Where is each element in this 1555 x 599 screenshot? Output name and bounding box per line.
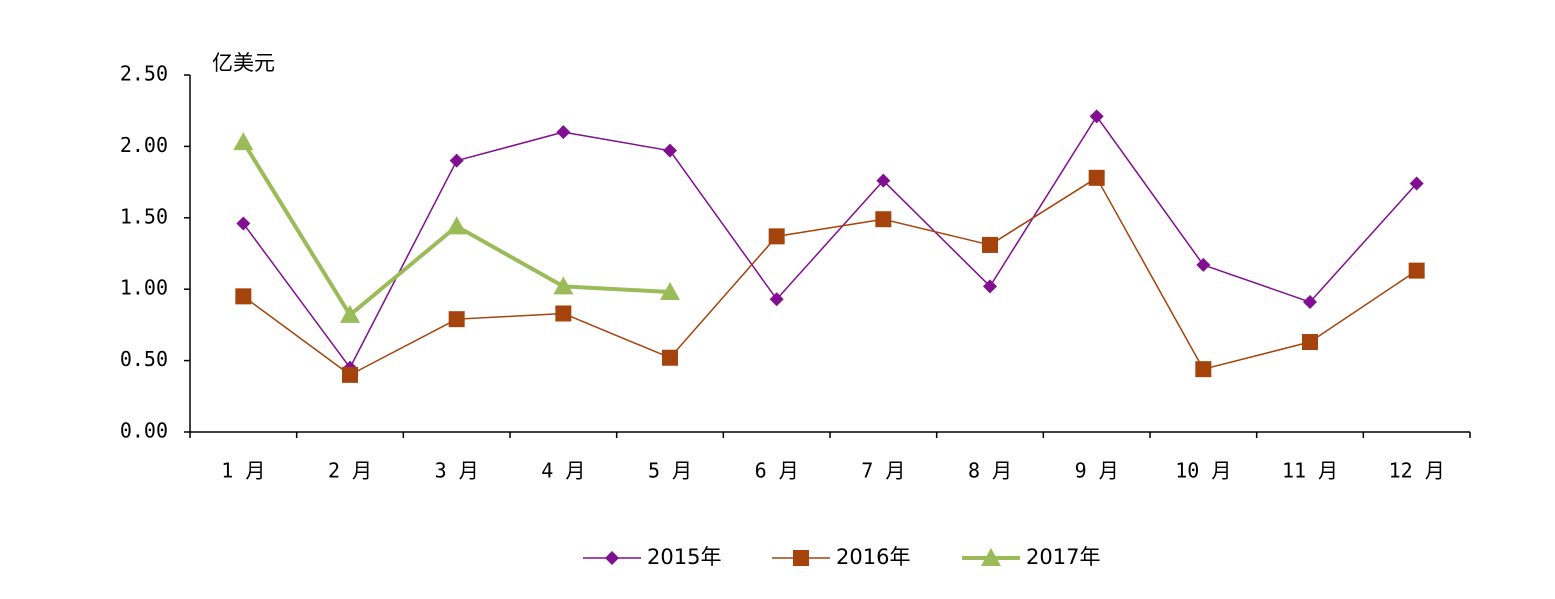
point-marker: [235, 288, 252, 305]
point-marker: [449, 153, 464, 168]
y-axis-unit: 亿美元: [212, 51, 275, 75]
y-tick-label: 0.00: [120, 419, 168, 443]
x-tick-label: 12 月: [1389, 459, 1445, 483]
point-marker: [555, 305, 572, 322]
point-marker: [1089, 109, 1104, 124]
legend-marker: [605, 551, 619, 565]
y-tick-label: 1.50: [120, 204, 168, 228]
point-marker: [553, 276, 574, 295]
point-marker: [662, 349, 678, 366]
x-tick-label: 5 月: [648, 459, 692, 483]
y-tick-label: 2.50: [120, 62, 168, 86]
y-tick-label: 2.00: [120, 133, 168, 157]
x-tick-label: 10 月: [1175, 459, 1231, 483]
point-marker: [342, 366, 358, 383]
point-marker: [768, 228, 785, 245]
legend-label: 2017年: [1026, 545, 1100, 569]
x-tick-label: 8 月: [968, 459, 1012, 483]
point-marker: [1196, 257, 1211, 272]
point-marker: [446, 216, 467, 235]
series-line: [242, 177, 1418, 376]
point-marker: [448, 311, 465, 328]
x-tick-label: 11 月: [1282, 459, 1338, 483]
point-marker: [1088, 169, 1105, 186]
point-marker: [1195, 361, 1212, 378]
point-marker: [1408, 262, 1425, 279]
x-tick-label: 6 月: [755, 459, 799, 483]
x-tick-label: 1 月: [221, 459, 265, 483]
point-marker: [769, 292, 784, 307]
point-marker: [876, 173, 891, 188]
x-tick-label: 3 月: [435, 459, 479, 483]
x-tick-label: 7 月: [861, 459, 905, 483]
legend-label: 2016年: [836, 545, 910, 569]
legend-label: 2015年: [647, 545, 721, 569]
legend-marker: [793, 550, 809, 566]
y-tick-label: 1.00: [120, 276, 168, 300]
point-marker: [340, 304, 360, 323]
point-marker: [1409, 176, 1424, 191]
y-tick-label: 0.50: [120, 347, 168, 371]
point-marker: [660, 282, 680, 301]
x-tick-label: 2 月: [328, 459, 372, 483]
point-marker: [233, 132, 254, 151]
x-tick-label: 9 月: [1075, 459, 1119, 483]
point-marker: [556, 125, 571, 140]
point-marker: [875, 211, 892, 228]
point-marker: [982, 236, 998, 253]
series-line: [242, 115, 1418, 369]
legend-marker: [981, 548, 1001, 566]
point-marker: [663, 143, 677, 158]
point-marker: [1303, 295, 1317, 310]
point-marker: [236, 216, 251, 231]
x-tick-label: 4 月: [541, 459, 585, 483]
point-marker: [1302, 334, 1318, 351]
point-marker: [983, 279, 997, 294]
